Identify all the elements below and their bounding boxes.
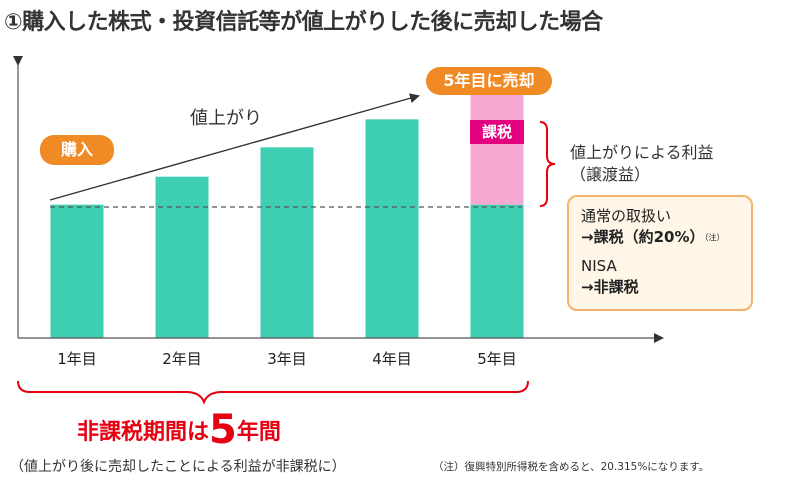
period-prefix: 非課税期間は [77, 420, 210, 445]
gain-label: 値上がりによる利益 （譲渡益） [570, 142, 714, 186]
bottom-note: （値上がり後に売却したことによる利益が非課税に） [10, 459, 346, 475]
x-tick-label: 2年目 [162, 350, 202, 368]
x-tick-label: 5年目 [477, 350, 517, 368]
gain-label-line2: （譲渡益） [570, 165, 651, 184]
tax-badge: 課税 [470, 120, 524, 144]
x-tick-label: 3年目 [267, 350, 307, 368]
x-tick-label: 4年目 [372, 350, 412, 368]
bar-1 [50, 204, 104, 338]
bars-group [50, 84, 524, 338]
page-title: ①購入した株式・投資信託等が値上がりした後に売却した場合 [4, 10, 603, 35]
tax-treatment-box: 通常の取扱い →課税（約20%）（注） NISA →非課税 [567, 195, 753, 311]
nisa-value: →非課税 [581, 278, 639, 296]
tax-free-period: 非課税期間は5年間 [77, 410, 281, 450]
note-mark: （注） [704, 233, 725, 242]
period-number: 5 [209, 407, 237, 453]
bar-5 [470, 204, 524, 338]
bar-5-taxed-gain [470, 84, 524, 205]
gain-label-line1: 値上がりによる利益 [570, 143, 714, 162]
footnote: （注）復興特別所得税を含めると、20.315%になります。 [433, 461, 710, 473]
period-suffix: 年間 [236, 420, 281, 445]
bar-4 [365, 119, 419, 338]
x-tick-labels: 1年目 2年目 3年目 4年目 5年目 [57, 350, 517, 368]
normal-value: →課税（約20%） [581, 228, 705, 246]
rise-label: 値上がり [190, 108, 262, 129]
gain-bracket [539, 121, 556, 207]
x-tick-label: 1年目 [57, 350, 97, 368]
bar-3 [260, 147, 314, 338]
normal-heading: 通常の取扱い [581, 207, 672, 225]
normal-value-row: →課税（約20%）（注） [581, 227, 739, 248]
bar-2 [155, 176, 209, 338]
sell-label: 5年目に売却 [426, 67, 552, 95]
buy-label: 購入 [40, 135, 114, 165]
nisa-heading: NISA [581, 257, 617, 275]
rise-arrow [49, 93, 420, 201]
period-bracket [17, 380, 529, 405]
